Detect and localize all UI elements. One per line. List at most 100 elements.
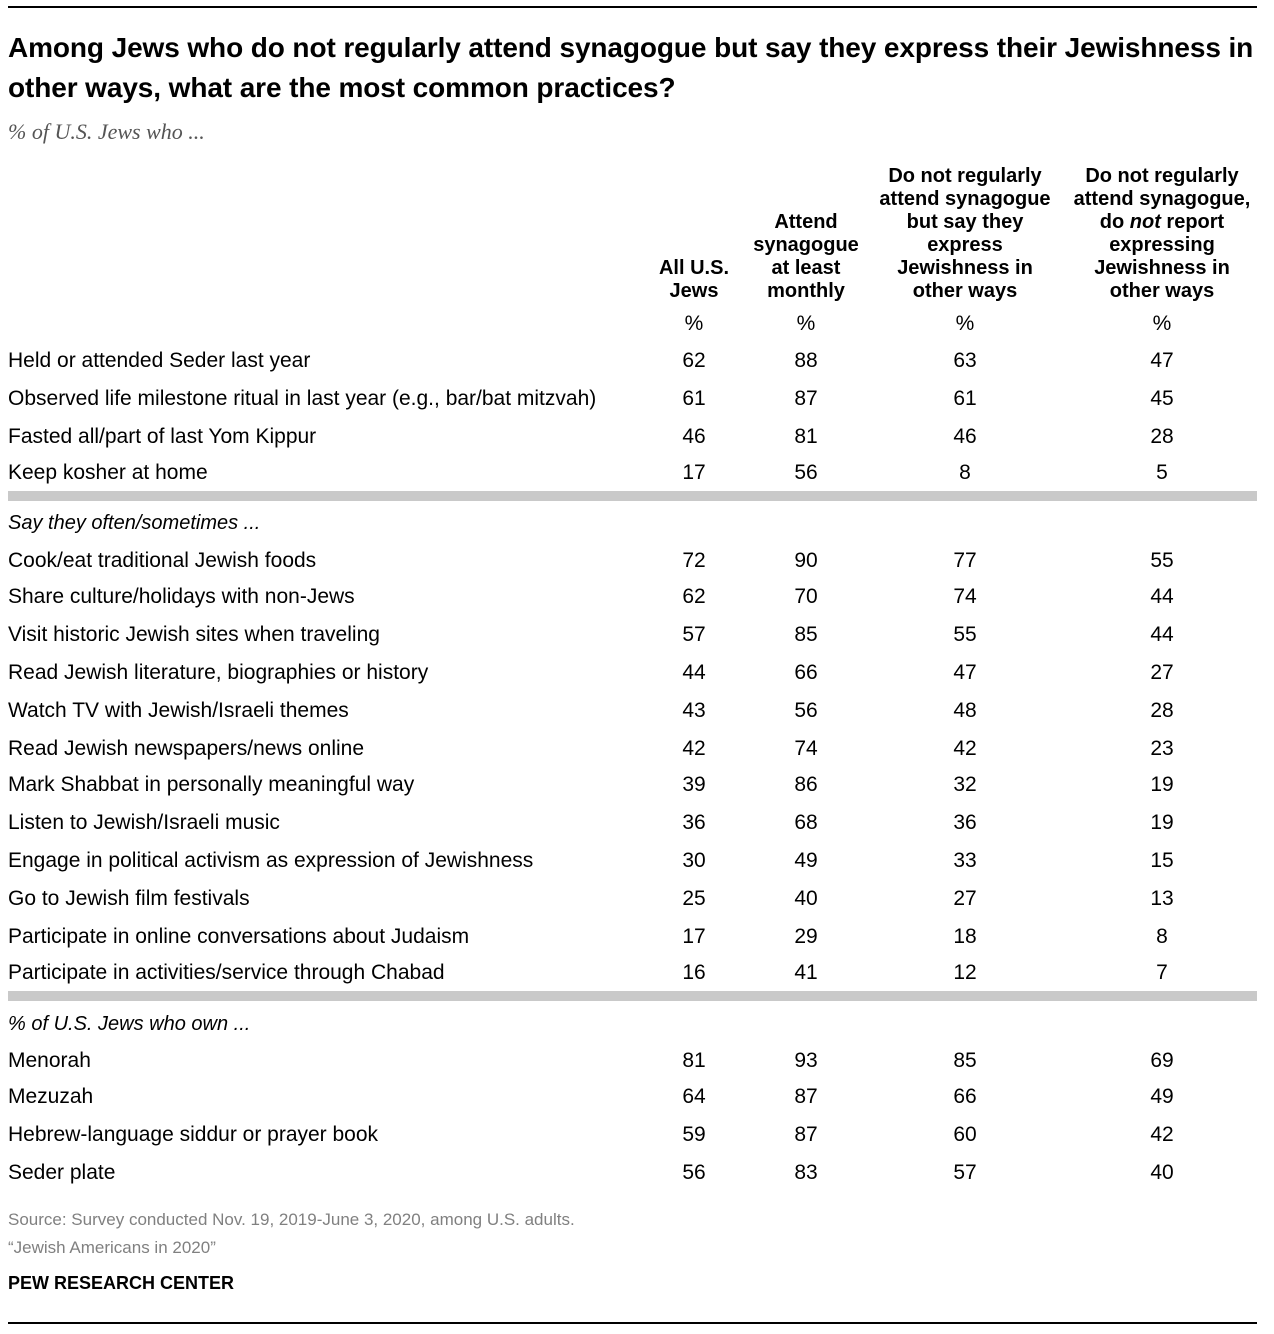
value-cell: 87 [794, 1085, 818, 1108]
value-cell: 69 [1150, 1049, 1174, 1072]
value-cell: 46 [682, 425, 706, 448]
value-cell: 36 [682, 811, 706, 834]
section-divider [8, 491, 1257, 501]
row-label: Visit historic Jewish sites when traveli… [8, 623, 380, 646]
row-label: Fasted all/part of last Yom Kippur [8, 425, 317, 448]
value-cell: 74 [794, 737, 818, 760]
value-cell: 56 [682, 1161, 706, 1184]
value-cell: 33 [953, 849, 977, 872]
row-label: Read Jewish newspapers/news online [8, 737, 365, 760]
column-header-line: Do not regularly [888, 165, 1042, 187]
value-cell: 15 [1150, 849, 1174, 872]
value-cell: 27 [953, 887, 977, 910]
column-header-line: Jewishness in [1094, 257, 1230, 279]
row-label: Observed life milestone ritual in last y… [8, 387, 597, 410]
value-cell: 28 [1150, 699, 1174, 722]
value-cell: 47 [1150, 349, 1174, 372]
row-label: Listen to Jewish/Israeli music [8, 811, 280, 834]
chart-subtitle: % of U.S. Jews who ... [8, 119, 205, 144]
value-cell: 49 [794, 849, 818, 872]
value-cell: 17 [682, 925, 706, 948]
section-label: Say they often/sometimes ... [8, 512, 261, 534]
chart-title: Among Jews who do not regularly attend s… [8, 32, 1254, 103]
column-header-line: Jewishness in [897, 257, 1033, 279]
column-header-line: Jews [669, 280, 719, 302]
value-cell: 8 [959, 461, 971, 484]
brand-name: PEW RESEARCH CENTER [8, 1273, 235, 1293]
row-label: Cook/eat traditional Jewish foods [8, 549, 317, 572]
value-cell: 90 [794, 549, 818, 572]
section-divider [8, 991, 1257, 1001]
value-cell: 87 [794, 1123, 818, 1146]
value-cell: 85 [953, 1049, 977, 1072]
column-unit: % [1152, 312, 1172, 335]
source-note: Source: Survey conducted Nov. 19, 2019-J… [8, 1210, 575, 1229]
column-header-line: at least [771, 257, 841, 279]
column-header: Attend synagogue at least monthly [746, 211, 866, 303]
column-header-line: but say they [906, 211, 1024, 233]
value-cell: 29 [794, 925, 818, 948]
value-cell: 8 [1156, 925, 1168, 948]
value-cell: 27 [1150, 661, 1174, 684]
value-cell: 39 [682, 773, 706, 796]
column-header-line: other ways [1109, 280, 1215, 302]
column-header-line: monthly [767, 280, 845, 302]
column-unit: % [796, 312, 816, 335]
column-unit: % [955, 312, 975, 335]
column-header-line: Do not regularly [1085, 165, 1239, 187]
value-cell: 32 [953, 773, 977, 796]
value-cell: 74 [953, 585, 977, 608]
value-cell: 64 [682, 1085, 706, 1108]
value-cell: 59 [682, 1123, 706, 1146]
value-cell: 36 [953, 811, 977, 834]
row-label: Mezuzah [8, 1085, 94, 1108]
value-cell: 18 [953, 925, 977, 948]
value-cell: 40 [794, 887, 818, 910]
value-cell: 57 [953, 1161, 977, 1184]
column-header: Do not regularly attend synagogue, do not … [1062, 165, 1262, 303]
value-cell: 66 [794, 661, 818, 684]
value-cell: 16 [682, 961, 706, 984]
value-cell: 83 [794, 1161, 818, 1184]
value-cell: 60 [953, 1123, 977, 1146]
value-cell: 62 [682, 585, 706, 608]
value-cell: 5 [1156, 461, 1168, 484]
row-label: Watch TV with Jewish/Israeli themes [8, 699, 349, 722]
value-cell: 86 [794, 773, 818, 796]
value-cell: 81 [682, 1049, 706, 1072]
value-cell: 61 [682, 387, 706, 410]
column-unit: % [684, 312, 704, 335]
value-cell: 63 [953, 349, 977, 372]
row-label: Held or attended Seder last year [8, 349, 311, 372]
value-cell: 40 [1150, 1161, 1174, 1184]
value-cell: 70 [794, 585, 818, 608]
column-header-line: Attend [774, 211, 838, 233]
value-cell: 87 [794, 387, 818, 410]
value-cell: 49 [1150, 1085, 1174, 1108]
row-label: Participate in online conversations abou… [8, 925, 470, 948]
value-cell: 88 [794, 349, 818, 372]
column-header: All U.S. Jews [639, 257, 749, 303]
column-header-line: synagogue [753, 234, 859, 256]
value-cell: 56 [794, 461, 818, 484]
top-rule [8, 6, 1257, 8]
value-cell: 17 [682, 461, 706, 484]
row-label: Share culture/holidays with non-Jews [8, 585, 355, 608]
value-cell: 56 [794, 699, 818, 722]
value-cell: 43 [682, 699, 706, 722]
row-label: Read Jewish literature, biographies or h… [8, 661, 429, 684]
value-cell: 30 [682, 849, 706, 872]
report-name: “Jewish Americans in 2020” [8, 1238, 216, 1257]
column-header-line: All U.S. [658, 257, 729, 279]
value-cell: 12 [953, 961, 977, 984]
value-cell: 48 [953, 699, 977, 722]
value-cell: 42 [953, 737, 977, 760]
column-header-line: expressing [1109, 234, 1215, 256]
row-label: Engage in political activism as expressi… [8, 849, 534, 872]
emphasis-not: not [1129, 211, 1161, 233]
value-cell: 66 [953, 1085, 977, 1108]
value-cell: 19 [1150, 811, 1174, 834]
value-cell: 28 [1150, 425, 1174, 448]
value-cell: 93 [794, 1049, 818, 1072]
value-cell: 77 [953, 549, 977, 572]
